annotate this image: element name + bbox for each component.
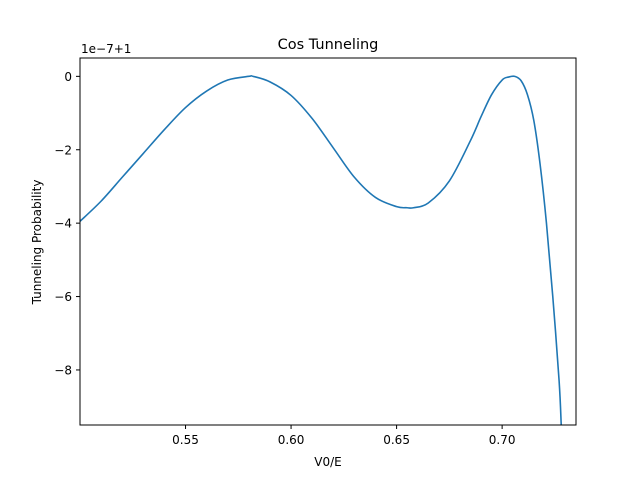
y-tick-label: −6 bbox=[54, 290, 72, 304]
y-tick-label: 0 bbox=[64, 70, 72, 84]
offset-label: 1e−7+1 bbox=[81, 42, 131, 56]
y-axis-ticks: 0 −2 −4 −6 −8 bbox=[54, 70, 80, 377]
x-axis-label: V0/E bbox=[314, 455, 341, 469]
x-tick-label: 0.65 bbox=[383, 433, 410, 447]
plot-area-frame bbox=[79, 57, 577, 426]
series-line-0 bbox=[80, 74, 563, 425]
x-axis-ticks: 0.55 0.60 0.65 0.70 bbox=[172, 425, 515, 447]
y-tick-label: −8 bbox=[54, 363, 72, 377]
x-tick-label: 0.70 bbox=[489, 433, 516, 447]
plot-lines bbox=[80, 74, 563, 425]
y-tick-label: −4 bbox=[54, 217, 72, 231]
x-tick-label: 0.55 bbox=[172, 433, 199, 447]
y-tick-label: −2 bbox=[54, 143, 72, 157]
x-tick-label: 0.60 bbox=[278, 433, 305, 447]
chart-title: Cos Tunneling bbox=[278, 37, 379, 53]
y-axis-label: Tunneling Probability bbox=[30, 180, 44, 306]
